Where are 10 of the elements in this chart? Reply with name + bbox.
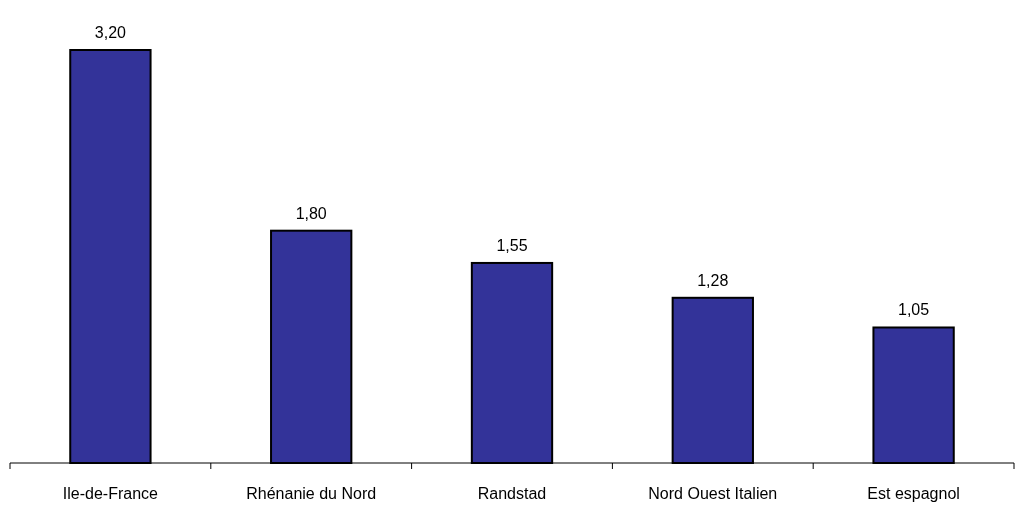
data-label: 1,55 bbox=[496, 236, 528, 254]
x-tick-label: Rhénanie du Nord bbox=[246, 485, 377, 502]
x-tick-label: Est espagnol bbox=[867, 485, 960, 502]
x-tick-label: Randstad bbox=[477, 485, 547, 502]
x-tick-label: Ile-de-France bbox=[62, 485, 159, 502]
data-label: 1,28 bbox=[697, 271, 729, 289]
x-tick-label: Nord Ouest Italien bbox=[648, 485, 778, 502]
data-label: 1,80 bbox=[295, 204, 327, 222]
data-label: 3,20 bbox=[94, 24, 127, 41]
data-label: 1,05 bbox=[898, 301, 930, 319]
